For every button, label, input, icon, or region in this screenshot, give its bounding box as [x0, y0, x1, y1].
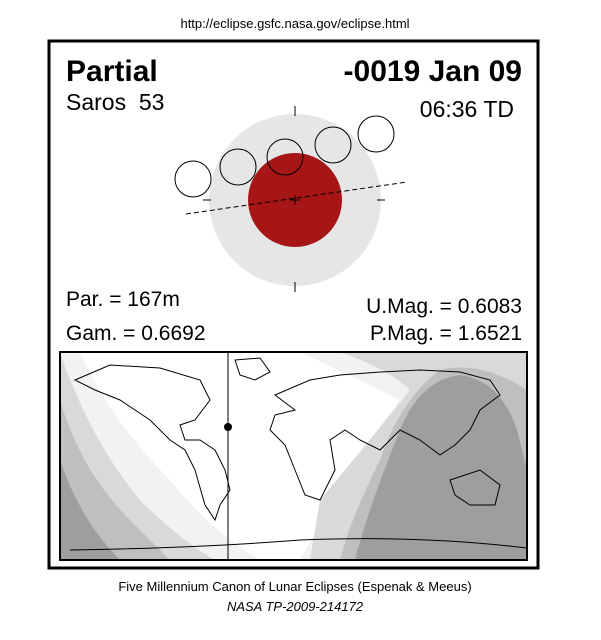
time: 06:36 TD [420, 96, 514, 122]
eclipse-type: Partial [66, 55, 158, 88]
par: Par. = 167m [66, 288, 180, 311]
moon-path [185, 181, 408, 215]
umag: U.Mag. = 0.6083 [366, 295, 522, 318]
pmag: P.Mag. = 1.6521 [370, 322, 522, 345]
moon-positions [174, 115, 395, 198]
gam: Gam. = 0.6692 [66, 322, 206, 345]
eclipse-diagram [174, 106, 408, 292]
eclipse-date: -0019 Jan 09 [344, 55, 522, 88]
url: http://eclipse.gsfc.nasa.gov/eclipse.htm… [180, 16, 409, 31]
footer-credit: Five Millennium Canon of Lunar Eclipses … [118, 579, 471, 594]
saros: Saros 53 [66, 89, 164, 115]
world-map [59, 351, 528, 561]
footer-ref: NASA TP-2009-214172 [227, 599, 364, 614]
ticks [203, 106, 385, 292]
